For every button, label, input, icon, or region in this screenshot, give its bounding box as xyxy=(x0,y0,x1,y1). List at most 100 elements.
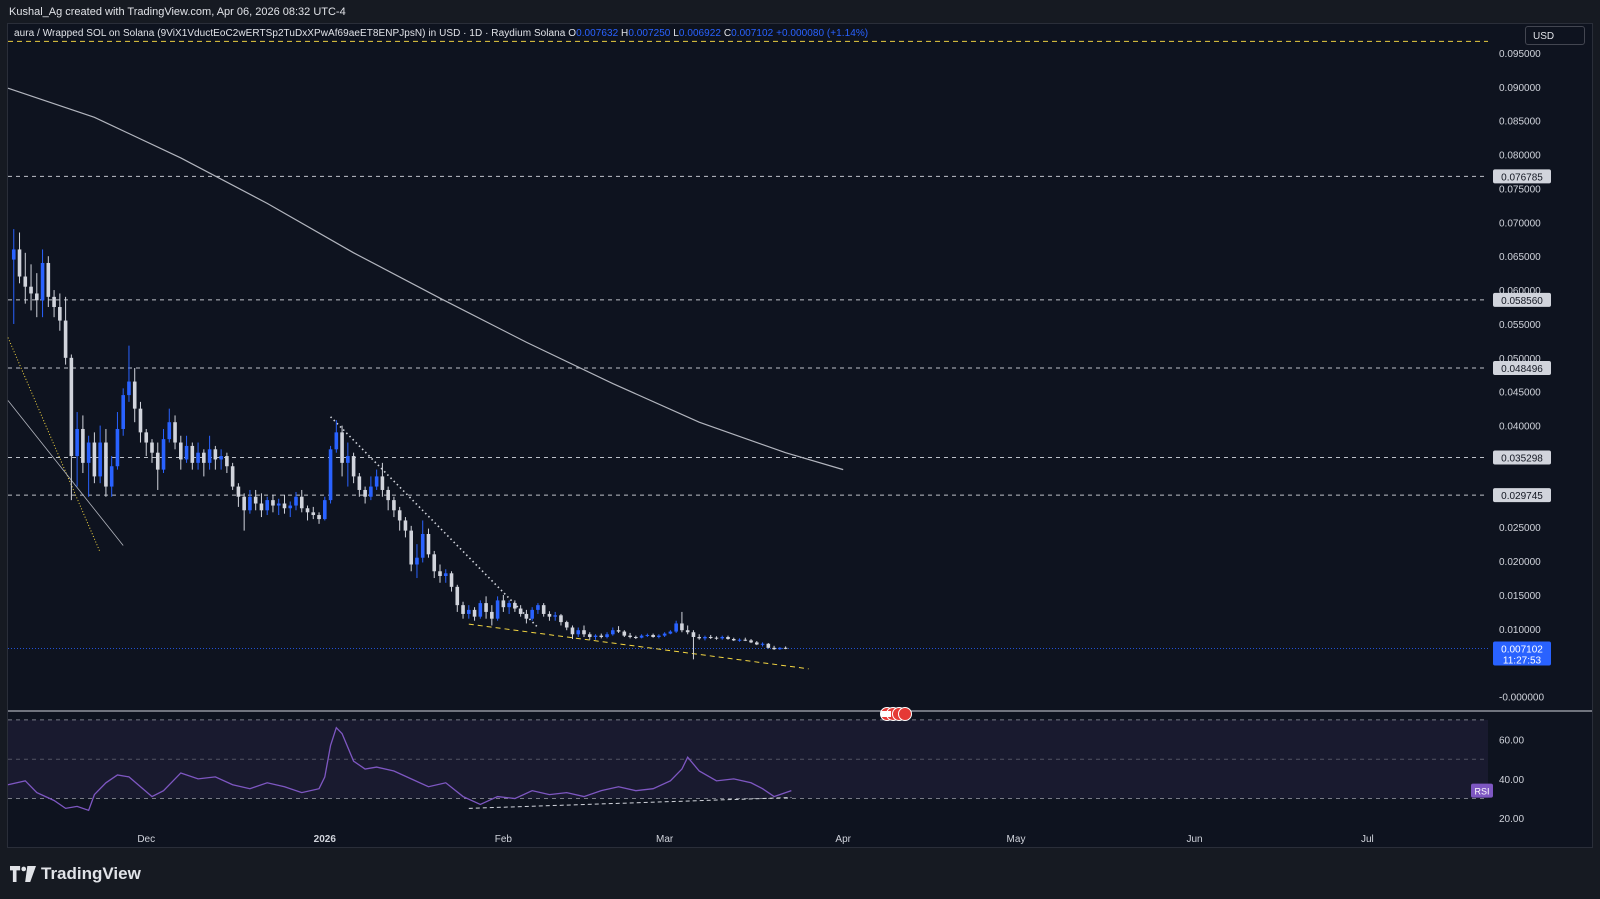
candle-body xyxy=(490,611,494,619)
time-tick-label: Jul xyxy=(1361,834,1374,845)
candle xyxy=(294,491,298,511)
candle xyxy=(518,605,523,617)
candle xyxy=(69,354,74,501)
candle xyxy=(559,613,563,626)
price-tick-label: 0.055000 xyxy=(1499,320,1541,331)
time-tick-label: 2026 xyxy=(314,834,337,845)
tradingview-logo[interactable]: TradingView xyxy=(10,864,141,884)
candle xyxy=(253,489,258,511)
candle-body xyxy=(196,452,200,463)
candle-body xyxy=(766,643,771,648)
time-axis: Dec 2026 Feb Mar Apr May Jun Jul xyxy=(137,834,1373,845)
candle xyxy=(507,600,511,614)
candle-body xyxy=(582,630,586,635)
candle xyxy=(731,637,736,642)
candle xyxy=(115,412,120,470)
price-tick-label: 0.080000 xyxy=(1499,151,1541,162)
candle-body xyxy=(472,609,477,617)
price-tick-label: 0.060000 xyxy=(1499,286,1541,297)
current-price-label: 0.007102 xyxy=(1501,644,1543,655)
economic-event-icon xyxy=(880,707,912,721)
candle-body xyxy=(622,631,627,636)
candle xyxy=(138,401,143,443)
candle xyxy=(668,630,673,635)
trendline-0 xyxy=(329,416,539,629)
rsi-tick-label: 20.00 xyxy=(1499,814,1524,825)
event-markers xyxy=(880,707,912,721)
level-label-2: 0.048496 xyxy=(1501,364,1543,375)
candle-body xyxy=(225,456,229,467)
candle-body xyxy=(242,496,246,511)
candle-body xyxy=(46,262,51,297)
time-tick-label: Apr xyxy=(835,834,851,845)
candle-body xyxy=(484,603,488,612)
candle-body xyxy=(115,428,120,467)
candle xyxy=(259,493,264,518)
level-label-bg-1 xyxy=(1493,292,1551,307)
candle xyxy=(40,249,45,318)
candle-body xyxy=(564,622,569,628)
candle-body xyxy=(708,636,713,638)
candle-body xyxy=(403,520,408,531)
rsi-pane: 60.00 40.00 20.00 RSI xyxy=(7,719,1524,825)
candle-body xyxy=(11,249,16,260)
candle-body xyxy=(219,456,223,460)
candle xyxy=(11,229,16,324)
candle-body xyxy=(599,635,604,637)
candle xyxy=(179,435,183,470)
attribution-text: Kushal_Ag created with TradingView.com, … xyxy=(9,6,346,18)
rsi-name-label: RSI xyxy=(1474,787,1489,797)
candle xyxy=(708,634,713,640)
level-label-0: 0.076785 xyxy=(1501,172,1543,183)
candles xyxy=(11,229,788,660)
candle-body xyxy=(553,615,557,617)
time-tick-label: Jun xyxy=(1186,834,1202,845)
candle xyxy=(230,462,235,490)
candle xyxy=(449,571,454,592)
candle xyxy=(783,646,788,650)
candle xyxy=(328,445,333,504)
candle xyxy=(167,408,172,443)
candle xyxy=(369,476,373,501)
candle xyxy=(81,415,85,474)
price-tick-label: 0.070000 xyxy=(1499,218,1541,229)
candle-body xyxy=(415,557,419,565)
candle-body xyxy=(144,432,149,443)
candle xyxy=(564,620,569,631)
candle xyxy=(23,252,28,304)
candle-body xyxy=(346,456,350,463)
candle xyxy=(173,415,177,450)
change-value: +0.000080 (+1.14%) xyxy=(776,28,869,39)
candle xyxy=(553,611,557,621)
candle xyxy=(760,642,765,647)
candle xyxy=(374,469,379,490)
candle-body xyxy=(737,639,742,641)
currency-button[interactable]: USD xyxy=(1525,26,1585,45)
candle xyxy=(363,486,367,504)
candle-body xyxy=(369,486,373,497)
price-tick-label: 0.025000 xyxy=(1499,523,1541,534)
level-label-bg-2 xyxy=(1493,361,1551,376)
candle-body xyxy=(461,605,465,614)
price-tick-label: -0.000000 xyxy=(1499,693,1544,704)
price-tick-label: 0.045000 xyxy=(1499,388,1541,399)
low-value: 0.006922 xyxy=(678,28,721,39)
close-label: C xyxy=(723,28,732,39)
price-tick-label: 0.090000 xyxy=(1499,83,1541,94)
candle-body xyxy=(616,630,621,632)
candle xyxy=(161,428,166,474)
candle-body xyxy=(81,428,85,463)
candle-body xyxy=(380,476,385,490)
candle xyxy=(714,636,719,640)
candle xyxy=(380,462,385,497)
candle-body xyxy=(317,515,321,520)
candle xyxy=(150,439,154,463)
candle xyxy=(420,520,425,563)
candle xyxy=(645,633,650,637)
candle xyxy=(132,368,137,423)
candle xyxy=(438,564,442,583)
candle-body xyxy=(311,512,316,516)
candle xyxy=(680,611,684,633)
candle-body xyxy=(657,635,661,637)
